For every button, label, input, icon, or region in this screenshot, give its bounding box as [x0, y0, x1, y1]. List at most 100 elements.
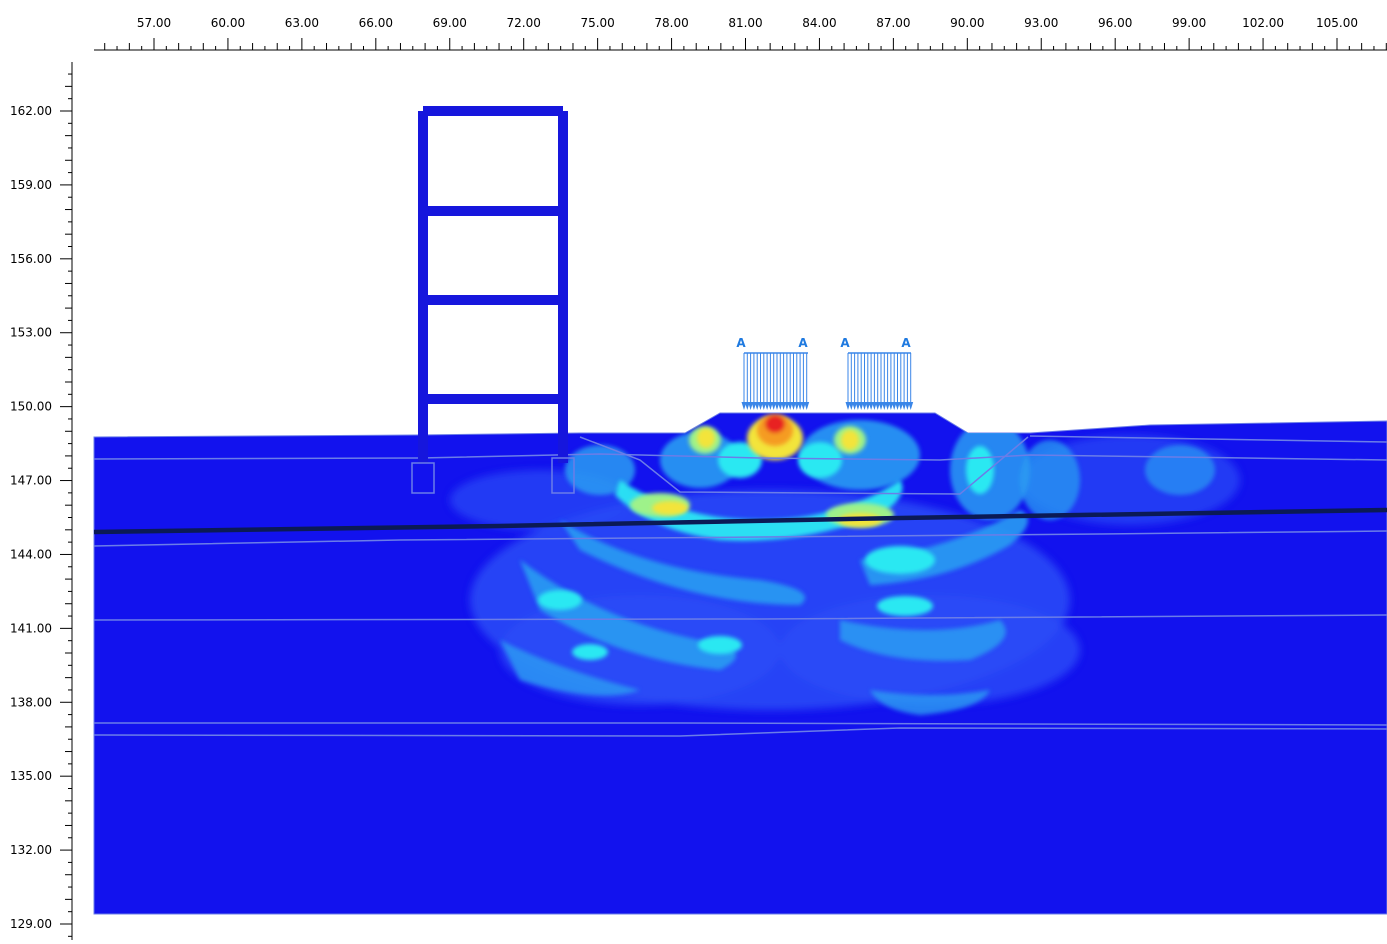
ruler-label-x: 84.00 — [802, 16, 836, 30]
load-arrow-head — [787, 402, 793, 410]
contour-region — [798, 442, 842, 478]
contour-region — [560, 520, 805, 605]
contour-peak — [757, 414, 793, 446]
contour-region — [698, 636, 742, 654]
contour-region — [520, 560, 736, 670]
load-arrow-head — [852, 402, 858, 410]
ruler-label-x: 99.00 — [1172, 16, 1206, 30]
load-arrow-head — [862, 402, 867, 410]
frame-beam-roof[interactable] — [423, 106, 563, 116]
contour-region — [877, 596, 933, 616]
layer-line-2[interactable] — [93, 530, 1387, 547]
contour-region — [840, 620, 1006, 661]
displacement-contours — [450, 414, 1240, 715]
frame-structure[interactable] — [418, 106, 568, 463]
load-arrow-head — [885, 402, 891, 410]
load-marker-a[interactable]: A — [736, 336, 746, 350]
distributed-load-1[interactable] — [741, 352, 810, 410]
ruler-label-y: 135.00 — [10, 769, 52, 783]
ruler-label-x: 63.00 — [285, 16, 319, 30]
contour-region — [660, 432, 740, 488]
contour-region — [966, 446, 994, 494]
load-arrow-head — [898, 402, 904, 410]
footing-right[interactable] — [551, 457, 575, 494]
ruler-label-y: 138.00 — [10, 695, 52, 709]
contour-region — [765, 415, 785, 433]
ruler-label-y: 147.00 — [10, 474, 52, 488]
layer-line-3[interactable] — [93, 614, 1387, 621]
load-arrow-head — [888, 402, 894, 410]
load-marker-a[interactable]: A — [798, 336, 808, 350]
embankment-outline[interactable] — [579, 436, 1029, 495]
ruler-label-y: 144.00 — [10, 547, 52, 561]
ruler-label-x: 90.00 — [950, 16, 984, 30]
distributed-load-2[interactable] — [845, 352, 914, 410]
load-arrow-head — [895, 402, 900, 410]
ruler-label-x: 60.00 — [211, 16, 245, 30]
load-marker-a[interactable]: A — [901, 336, 911, 350]
left-ruler[interactable]: 162.00 159.00 156.00 153.00 150.00 147.00 144.… — [10, 62, 73, 940]
contour-region — [865, 546, 935, 574]
load-arrow-head — [875, 402, 881, 410]
load-arrow-head — [764, 402, 770, 410]
load-marker-a[interactable]: A — [840, 336, 850, 350]
load-arrow-head — [767, 402, 773, 410]
footing-left[interactable] — [411, 462, 435, 494]
load-arrow-head — [848, 402, 854, 410]
load-arrow-head — [908, 402, 914, 410]
ruler-label-x: 96.00 — [1098, 16, 1132, 30]
load-arrow-head — [901, 402, 907, 410]
ruler-label-x: 93.00 — [1024, 16, 1058, 30]
ruler-label-y: 153.00 — [10, 326, 52, 340]
top-ruler[interactable]: 57.00 60.00 63.00 66.00 69.00 72.00 75.00 78.00… — [94, 16, 1387, 51]
ruler-label-y: 132.00 — [10, 843, 52, 857]
load-arrow-head — [904, 402, 910, 410]
top-ruler-ticks — [104, 38, 1387, 50]
load-arrow-head — [800, 402, 806, 410]
frame-beam-3[interactable] — [423, 206, 563, 216]
load-arrow-head — [761, 402, 767, 410]
ruler-label-x: 87.00 — [876, 16, 910, 30]
ruler-label-y: 162.00 — [10, 104, 52, 118]
load-arrow-head — [784, 402, 790, 410]
contour-region — [1145, 445, 1215, 495]
load-arrow-head — [871, 402, 877, 410]
top-ruler-labels: 57.00 60.00 63.00 66.00 69.00 72.00 75.00 78.00… — [137, 16, 1358, 30]
contour-region — [565, 445, 635, 495]
layer-line-6[interactable] — [1029, 435, 1387, 443]
load-arrow-head — [741, 402, 747, 410]
left-ruler-labels: 162.00 159.00 156.00 153.00 150.00 147.00 144.… — [10, 104, 52, 931]
ruler-label-y: 150.00 — [10, 400, 52, 414]
contour-region — [1020, 440, 1080, 520]
frame-beam-2[interactable] — [423, 295, 563, 305]
ruler-label-x: 72.00 — [507, 16, 541, 30]
load-arrow-head — [754, 402, 760, 410]
ruler-label-x: 105.00 — [1316, 16, 1358, 30]
interface-line[interactable] — [93, 507, 1387, 535]
left-ruler-ticks — [60, 73, 72, 937]
frame-beam-1[interactable] — [423, 394, 563, 404]
contour-region — [697, 428, 715, 448]
contour-region — [500, 640, 640, 696]
ruler-label-y: 156.00 — [10, 252, 52, 266]
load-arrow-head — [881, 402, 887, 410]
load-arrow-head — [868, 402, 874, 410]
layer-line-5[interactable] — [93, 727, 1387, 737]
contour-region — [615, 480, 903, 541]
load-arrow-head — [858, 402, 864, 410]
load-arrow-head — [855, 402, 861, 410]
frame-column-right[interactable] — [558, 111, 568, 463]
layer-line-4[interactable] — [94, 722, 1387, 726]
load-arrow-head — [771, 402, 777, 410]
contour-region — [718, 442, 762, 478]
ruler-label-x: 66.00 — [359, 16, 393, 30]
load-arrow-head — [751, 402, 757, 410]
load-arrow-head — [794, 402, 800, 410]
load-arrow-head — [781, 402, 787, 410]
load-arrow-head — [758, 402, 763, 410]
load-arrow-head — [865, 402, 871, 410]
frame-column-left[interactable] — [418, 111, 428, 463]
ruler-label-x: 78.00 — [654, 16, 688, 30]
